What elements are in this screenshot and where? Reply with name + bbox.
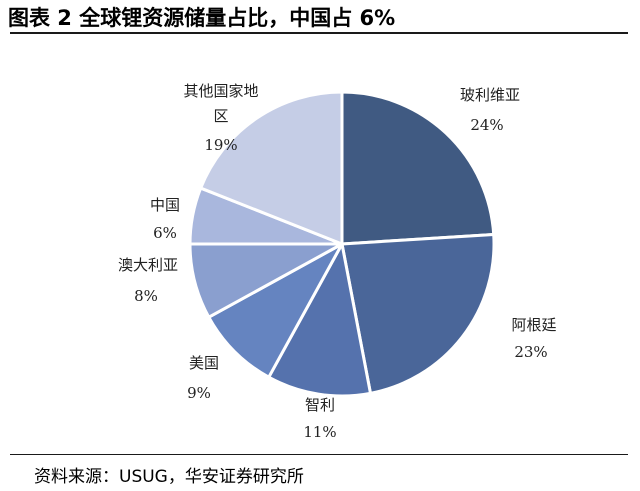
source-note: 资料来源：USUG，华安证券研究所: [34, 467, 304, 487]
slice-percent-label: 23%: [514, 343, 547, 361]
slice-percent-label: 9%: [187, 384, 211, 402]
slice-percent-label: 11%: [303, 423, 336, 441]
pie-slice: [207, 242, 344, 379]
slice-name-label: 美国: [189, 354, 219, 372]
source-divider: [10, 454, 628, 455]
slice-percent-label: 8%: [134, 287, 158, 305]
slice-name-label: 其他国家地区: [183, 82, 258, 125]
pie-slice: [340, 232, 496, 395]
slice-percent-label: 6%: [153, 224, 177, 242]
slice-percent-label: 24%: [470, 116, 503, 134]
slice-percent-label: 19%: [204, 136, 237, 154]
title-divider: [10, 32, 628, 34]
chart-title: 图表 2 全球锂资源储量占比，中国占 6%: [8, 6, 396, 30]
pie-slice: [340, 90, 496, 246]
slice-name-label: 澳大利亚: [118, 256, 178, 274]
pie-slice: [199, 90, 344, 246]
slice-name-label: 智利: [305, 396, 335, 414]
pie-slice: [267, 242, 372, 398]
slice-name-label: 玻利维亚: [460, 86, 520, 104]
slice-name-label: 阿根廷: [511, 316, 556, 334]
slice-name-label: 中国: [150, 196, 180, 214]
